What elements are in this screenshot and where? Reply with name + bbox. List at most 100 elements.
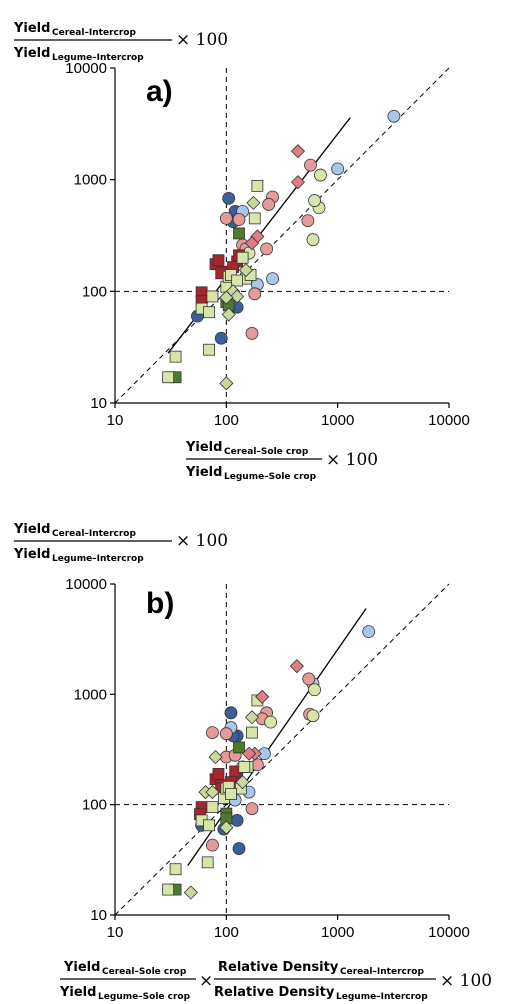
data-point-circle-pink [263,198,275,210]
data-point-circle-pink [261,243,273,255]
data-point-circle-pink [304,159,316,171]
data-point-diamond-diamond-pink [291,176,304,189]
x-tick-label: 1000 [321,412,354,429]
data-point-circle-pink [246,803,258,815]
y-label-a-times100: × 100 [176,30,228,50]
x-label-a-num-main: Yield [185,440,222,455]
x-label-b-t2-num-sub: Cereal–Intercrop [340,967,424,977]
data-point-square-light-green [170,351,181,362]
data-point-diamond-diamond-pink [291,145,304,158]
data-point-diamond-diamond-green [245,711,258,724]
data-point-square-light-green [204,307,215,318]
y-tick-label: 100 [82,797,107,814]
data-point-square-light-green [232,275,243,286]
data-point-diamond-diamond-green [184,886,197,899]
data-point-diamond-diamond-green [209,751,222,764]
y-label-a-num-main: Yield [13,21,50,36]
data-point-circle-pink [206,839,218,851]
data-point-circle-light-green [314,169,326,181]
y-tick-label: 1000 [74,172,107,189]
y-tick-label: 100 [82,283,107,300]
data-point-diamond-diamond-green [220,377,233,390]
y-label-b-times100: × 100 [176,531,228,551]
y-tick-label: 10 [90,395,107,412]
x-label-b-t2-den-sub: Legume–Intercrop [336,992,428,1002]
plot-area-b: 1010010001000010 100 1000 10000 [65,576,470,941]
data-point-circle-pink [246,327,258,339]
x-label-b-t1-den-sub: Legume–Sole crop [98,992,191,1002]
y-label-b-num-main: Yield [13,522,50,537]
data-point-square-light-green [225,788,236,799]
y-tick-label: 10000 [65,576,107,593]
data-point-circle-pink [220,212,232,224]
panel-label-b: b) [146,587,174,620]
panel-a: Yield Cereal–Intercrop Yield Legume–Inte… [13,21,470,482]
data-point-circle-pink [220,728,232,740]
y-label-b-den-main: Yield [13,547,50,562]
data-point-circle-dark-blue [225,707,237,719]
data-point-circle-light-blue [267,273,279,285]
x-label-b-times: × [199,971,213,991]
data-point-square-light-green [202,857,213,868]
x-axis-label-a: Yield Cereal–Sole crop Yield Legume–Sole… [185,440,378,482]
data-point-circle-light-green [309,195,321,207]
y-tick-label: 10000 [65,60,107,77]
x-label-b-t2-num-main: Relative Density [218,960,339,975]
data-point-square-dark-red [213,255,224,266]
y-label-b-den-sub: Legume–Intercrop [52,554,144,564]
x-label-a-times100: × 100 [326,450,378,470]
x-label-b-times100: × 100 [440,971,492,991]
data-point-square-light-green [207,291,218,302]
data-point-circle-light-blue [388,110,400,122]
data-point-circle-dark-blue [233,843,245,855]
data-point-circle-light-blue [363,626,375,638]
data-point-circle-pink [302,215,314,227]
x-tick-label: 100 [214,924,239,941]
ref-line-one-to-one [115,584,449,915]
x-label-b-t2-den-main: Relative Density [214,985,335,1000]
data-point-square-light-green [249,213,260,224]
data-point-diamond-diamond-green [247,196,260,209]
y-label-a-num-sub: Cereal–Intercrop [52,28,136,38]
x-label-b-t1-den-main: Yield [59,985,96,1000]
data-point-square-light-green [170,864,181,875]
y-axis-label-a: Yield Cereal–Intercrop Yield Legume–Inte… [13,21,228,63]
data-point-square-dark-green [234,228,245,239]
data-point-square-light-green [239,761,250,772]
x-tick-label: 10000 [428,412,470,429]
x-label-b-t1-num-main: Yield [63,960,100,975]
data-point-circle-light-blue [332,163,344,175]
x-label-a-den-main: Yield [185,465,222,480]
data-point-square-light-green [246,727,257,738]
data-point-square-light-green [204,344,215,355]
y-label-b-num-sub: Cereal–Intercrop [52,529,136,539]
x-label-a-num-sub: Cereal–Sole crop [224,447,309,457]
data-point-circle-light-green [307,234,319,246]
data-point-circle-dark-blue [215,332,227,344]
x-tick-label: 1000 [321,924,354,941]
data-point-diamond-diamond-pink [290,660,303,673]
data-point-square-light-green [252,180,263,191]
data-point-square-dark-red [213,768,224,779]
x-tick-label: 10 [107,412,124,429]
data-point-square-light-green [163,884,174,895]
data-point-square-dark-green [234,742,245,753]
y-label-a-den-main: Yield [13,46,50,61]
data-point-square-light-green [204,820,215,831]
data-point-circle-dark-blue [223,192,235,204]
data-point-circle-pink [206,727,218,739]
x-label-a-den-sub: Legume–Sole crop [224,472,317,482]
x-label-b-t1-num-sub: Cereal–Sole crop [102,967,187,977]
panel-label-a: a) [146,75,173,108]
data-point-square-light-green [237,252,248,263]
data-point-circle-light-green [265,716,277,728]
plot-area-a: 10 100 1000 10000 10 100 1000 10000 [65,60,470,429]
data-point-circle-pink [303,673,315,685]
panel-b: Yield Cereal–Intercrop Yield Legume–Inte… [13,522,492,1002]
data-point-square-light-green [163,372,174,383]
y-axis-label-b: Yield Cereal–Intercrop Yield Legume–Inte… [13,522,228,564]
data-point-circle-pink [233,213,245,225]
data-point-circle-pink [249,288,261,300]
y-tick-label: 1000 [74,686,107,703]
x-tick-label: 100 [214,412,239,429]
